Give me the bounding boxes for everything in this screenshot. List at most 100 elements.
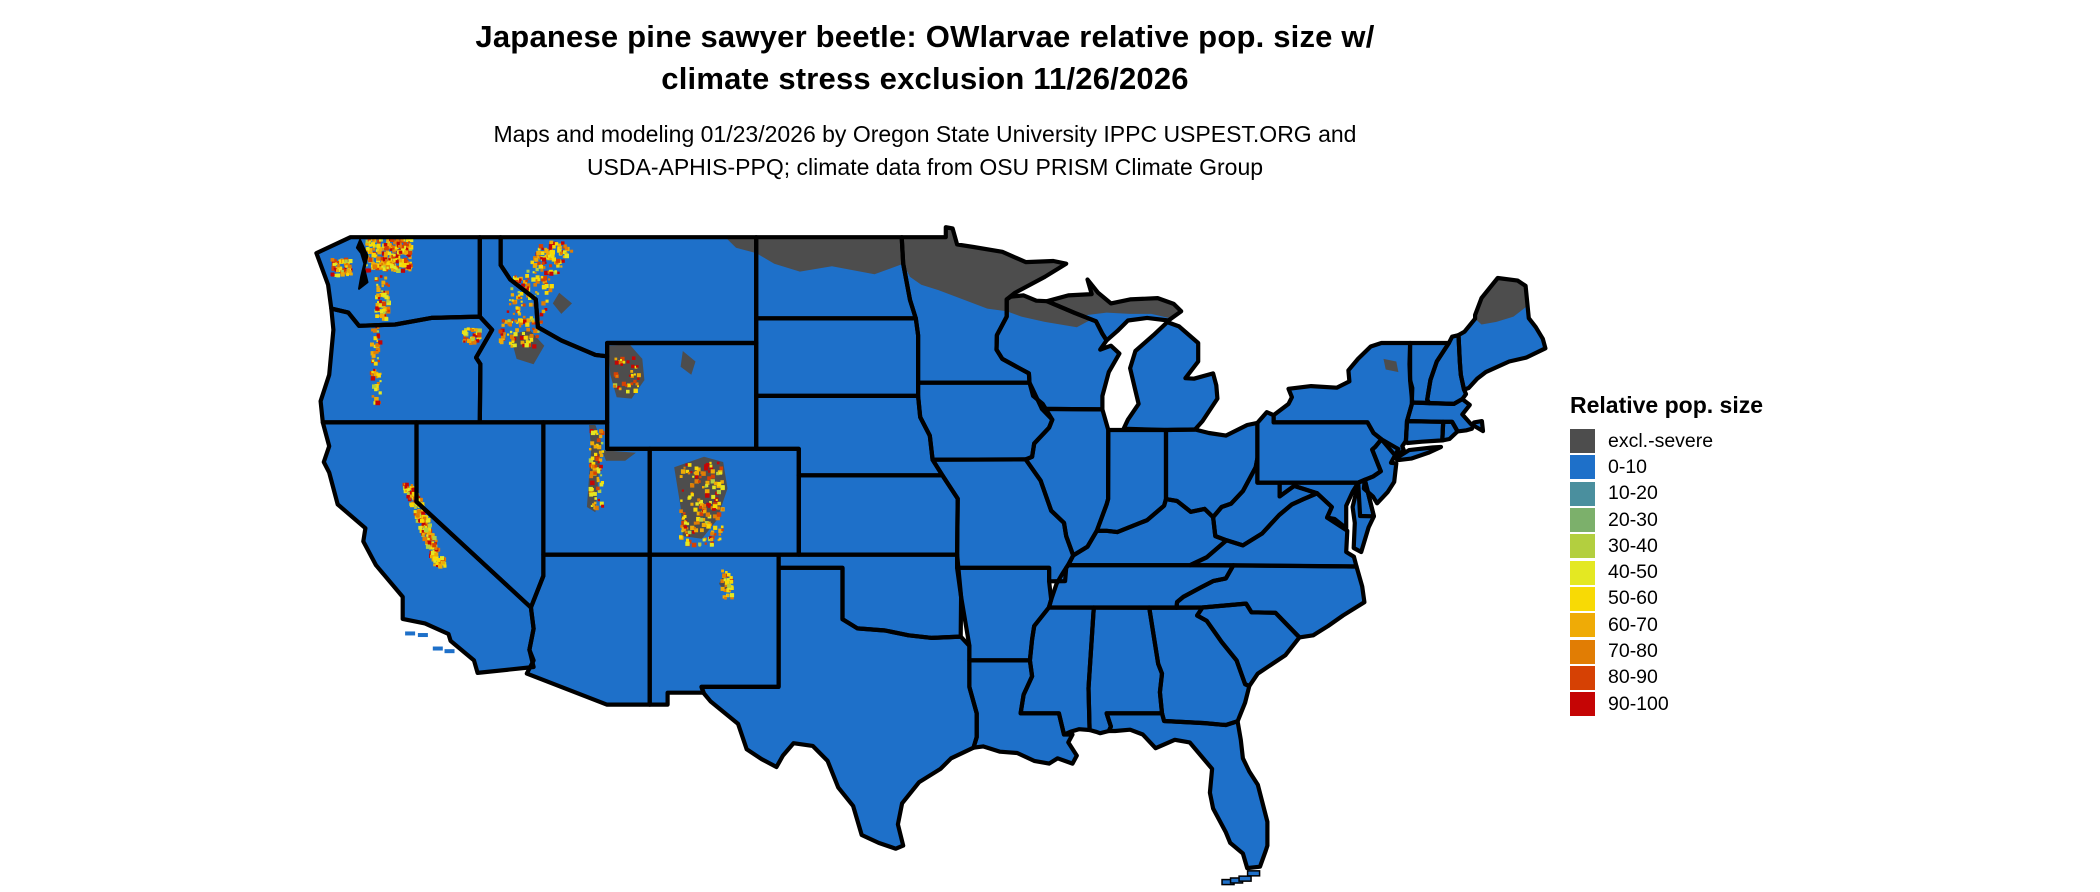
legend-swatch (1570, 534, 1595, 559)
hotspot-speckles (330, 237, 735, 600)
state-ga (1149, 607, 1250, 725)
state-ne (756, 395, 943, 476)
hotspot-pixel (365, 242, 369, 246)
hotspot-pixel (530, 260, 534, 265)
hotspot-pixel (722, 573, 727, 578)
hotspot-pixel (704, 542, 707, 545)
hotspot-pixel (713, 532, 717, 536)
hotspot-pixel (554, 261, 559, 265)
hotspot-pixel (721, 569, 724, 573)
hotspot-pixel (718, 533, 722, 536)
hotspot-pixel (696, 520, 700, 525)
legend-label: 70-80 (1608, 640, 1658, 663)
zone-mi_up (1047, 279, 1182, 318)
hotspot-pixel (633, 373, 636, 376)
hotspot-pixel (708, 503, 711, 507)
hotspot-pixel (552, 245, 556, 249)
hotspot-pixel (513, 332, 518, 337)
hotspot-pixel (710, 538, 714, 542)
hotspot-pixel (372, 384, 377, 389)
hotspot-pixel (720, 586, 725, 591)
hotspot-pixel (332, 262, 336, 266)
hotspot-pixel (416, 516, 420, 520)
hotspot-pixel (379, 293, 384, 297)
state-la (969, 660, 1077, 764)
hotspot-pixel (471, 328, 475, 332)
state-tn (1048, 565, 1234, 608)
hotspot-pixel (705, 480, 710, 485)
hotspot-pixel (544, 284, 549, 288)
hotspot-pixel (413, 513, 417, 516)
hotspot-pixel (637, 377, 640, 380)
hotspot-pixel (519, 319, 523, 323)
hotspot-pixel (387, 243, 392, 248)
hotspot-pixel (443, 564, 447, 568)
hotspot-pixel (399, 250, 403, 254)
hotspot-pixel (433, 563, 437, 567)
state-mt (500, 237, 757, 357)
hotspot-pixel (386, 266, 389, 269)
hotspot-pixel (514, 280, 519, 284)
hotspot-pixel (712, 485, 716, 490)
hotspot-pixel (730, 586, 734, 590)
hotspot-pixel (376, 330, 379, 333)
state-ia (918, 382, 1053, 460)
header: Japanese pine sawyer beetle: OWlarvae re… (270, 16, 1580, 184)
hotspot-pixel (687, 472, 691, 475)
hotspot-pixel (377, 374, 381, 378)
hotspot-pixel (683, 521, 688, 525)
hotspot-pixel (718, 528, 723, 533)
hotspot-pixel (705, 462, 710, 467)
hotspot-pixel (477, 328, 482, 333)
hotspot-pixel (522, 303, 526, 307)
hotspot-pixel (503, 332, 506, 335)
hotspot-pixel (635, 382, 639, 386)
hotspot-pixel (523, 335, 528, 340)
hotspot-pixel (713, 508, 716, 511)
legend-label: 20-30 (1608, 508, 1658, 531)
hotspot-pixel (620, 363, 623, 366)
hotspot-pixel (699, 503, 705, 508)
hotspot-pixel (589, 464, 593, 468)
hotspot-pixel (519, 325, 522, 328)
hotspot-pixel (539, 312, 544, 317)
hotspot-pixel (551, 257, 556, 262)
hotspot-pixel (376, 285, 380, 289)
state-ok (778, 554, 962, 638)
hotspot-pixel (426, 534, 429, 537)
legend-label: 10-20 (1608, 482, 1658, 505)
hotspot-pixel (521, 341, 525, 344)
hotspot-pixel (430, 533, 435, 538)
hotspot-pixel (498, 329, 503, 334)
hotspot-pixel (395, 260, 399, 264)
hotspot-pixel (595, 456, 600, 461)
hotspot-pixel (544, 308, 548, 311)
hotspot-pixel (331, 265, 336, 270)
hotspot-pixel (706, 524, 711, 529)
hotspot-pixel (405, 482, 409, 487)
hotspot-pixel (387, 284, 390, 287)
hotspot-pixel (382, 263, 387, 267)
hotspot-pixel (396, 241, 400, 245)
hotspot-pixel (513, 343, 517, 348)
hotspot-pixel (596, 432, 599, 435)
hotspot-pixel (389, 248, 393, 251)
hotspot-pixel (680, 524, 684, 528)
state-fl (1106, 713, 1268, 869)
hotspot-pixel (373, 336, 378, 341)
border-li (1393, 444, 1444, 463)
hotspot-pixel (377, 359, 380, 363)
hotspot-pixel (712, 504, 718, 509)
hotspot-pixel (730, 593, 735, 598)
hotspot-pixel (379, 266, 383, 270)
legend-row: 40-50 (1570, 559, 1830, 585)
hotspot-pixel (535, 334, 539, 339)
state-ar (957, 567, 1052, 661)
hotspot-pixel (375, 306, 380, 311)
hotspot-pixel (405, 237, 410, 243)
channel-island (432, 646, 443, 651)
hotspot-pixel (380, 239, 383, 242)
hotspot-pixel (372, 264, 377, 269)
hotspot-pixel (590, 456, 595, 461)
hotspot-pixel (716, 471, 720, 476)
